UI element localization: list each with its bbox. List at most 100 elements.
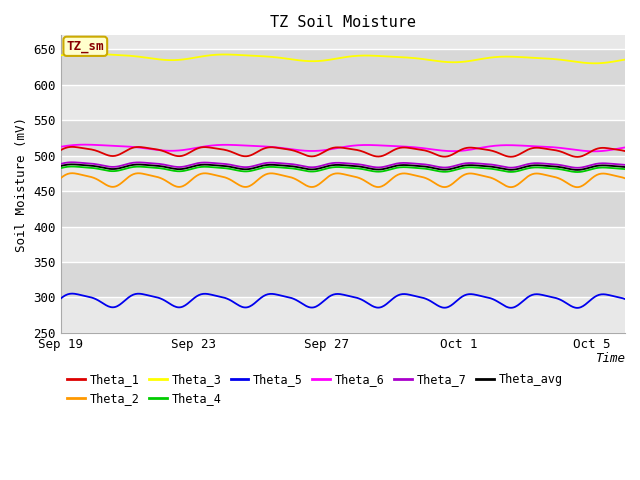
Theta_3: [520, 54, 528, 60]
Theta_1: [57, 147, 65, 153]
Theta_avg: [326, 163, 334, 168]
Theta_4: [573, 169, 581, 175]
Theta_3: [330, 56, 337, 62]
Theta_7: [394, 160, 402, 166]
Theta_7: [326, 161, 334, 167]
Theta_6: [364, 142, 371, 148]
Theta_3: [621, 57, 629, 62]
Theta_6: [591, 148, 598, 154]
Theta_1: [68, 144, 76, 150]
Theta_4: [57, 165, 65, 171]
Theta_5: [573, 305, 581, 311]
Theta_5: [610, 293, 618, 299]
Theta_3: [591, 60, 598, 66]
Theta_1: [330, 145, 337, 151]
Theta_3: [57, 52, 65, 58]
Theta_6: [520, 143, 528, 149]
Theta_avg: [57, 163, 65, 169]
Bar: [61, 120, 625, 156]
Bar: [61, 191, 625, 227]
Theta_3: [394, 54, 402, 60]
Theta_avg: [621, 164, 629, 170]
Theta_1: [621, 148, 629, 154]
Theta_2: [364, 180, 371, 185]
Bar: [61, 85, 625, 120]
Theta_5: [57, 296, 65, 301]
Theta_2: [394, 172, 402, 178]
Theta_1: [394, 145, 402, 151]
Theta_2: [326, 173, 334, 179]
Line: Theta_5: Theta_5: [61, 294, 625, 308]
Text: TZ_sm: TZ_sm: [67, 40, 104, 53]
Theta_avg: [394, 163, 402, 168]
Theta_4: [326, 165, 334, 170]
Theta_7: [364, 163, 371, 168]
Y-axis label: Soil Moisture (mV): Soil Moisture (mV): [15, 117, 28, 252]
Theta_4: [68, 164, 76, 169]
Line: Theta_1: Theta_1: [61, 147, 625, 157]
Theta_avg: [573, 167, 581, 173]
Bar: [61, 227, 625, 262]
Line: Theta_4: Theta_4: [61, 167, 625, 172]
Theta_1: [520, 149, 528, 155]
Theta_7: [621, 162, 629, 168]
Bar: [61, 156, 625, 191]
Theta_6: [330, 146, 337, 152]
Theta_4: [330, 164, 337, 170]
Line: Theta_6: Theta_6: [61, 144, 625, 151]
Line: Theta_7: Theta_7: [61, 162, 625, 168]
Theta_6: [610, 146, 618, 152]
Line: Theta_2: Theta_2: [61, 173, 625, 187]
Text: Time: Time: [595, 352, 625, 365]
Title: TZ Soil Moisture: TZ Soil Moisture: [270, 15, 416, 30]
Theta_6: [81, 142, 88, 147]
Theta_5: [68, 291, 76, 297]
Theta_1: [573, 154, 581, 160]
Theta_2: [57, 175, 65, 181]
Theta_7: [68, 159, 76, 165]
Theta_7: [610, 161, 618, 167]
Theta_6: [57, 144, 65, 150]
Theta_7: [330, 160, 337, 166]
Bar: [61, 262, 625, 298]
Theta_2: [610, 172, 618, 178]
Theta_avg: [520, 164, 528, 170]
Theta_5: [520, 297, 528, 303]
Theta_4: [520, 167, 528, 172]
Theta_6: [621, 144, 629, 150]
Theta_2: [573, 184, 581, 190]
Line: Theta_3: Theta_3: [61, 53, 625, 63]
Theta_2: [330, 171, 337, 177]
Theta_4: [364, 167, 371, 173]
Theta_3: [610, 59, 618, 64]
Theta_avg: [364, 165, 371, 171]
Theta_5: [326, 293, 334, 299]
Theta_5: [621, 296, 629, 302]
Theta_3: [364, 53, 371, 59]
Theta_5: [394, 292, 402, 298]
Theta_1: [364, 151, 371, 156]
Theta_3: [326, 57, 334, 62]
Theta_4: [610, 165, 618, 171]
Theta_avg: [610, 163, 618, 169]
Theta_6: [326, 146, 334, 152]
Theta_5: [364, 300, 371, 306]
Theta_2: [520, 176, 528, 182]
Theta_1: [610, 146, 618, 152]
Theta_1: [326, 146, 334, 152]
Theta_4: [394, 165, 402, 170]
Theta_6: [394, 144, 402, 149]
Theta_avg: [330, 162, 337, 168]
Theta_2: [621, 175, 629, 181]
Theta_7: [573, 165, 581, 171]
Theta_2: [68, 170, 76, 176]
Line: Theta_avg: Theta_avg: [61, 165, 625, 170]
Theta_4: [621, 166, 629, 172]
Theta_5: [330, 292, 337, 298]
Legend: Theta_1, Theta_2, Theta_3, Theta_4, Theta_5, Theta_6, Theta_7, Theta_avg: Theta_1, Theta_2, Theta_3, Theta_4, Thet…: [62, 369, 567, 410]
Bar: [61, 49, 625, 85]
Bar: [61, 298, 625, 333]
Theta_7: [520, 162, 528, 168]
Theta_3: [80, 50, 88, 56]
Theta_avg: [68, 162, 76, 168]
